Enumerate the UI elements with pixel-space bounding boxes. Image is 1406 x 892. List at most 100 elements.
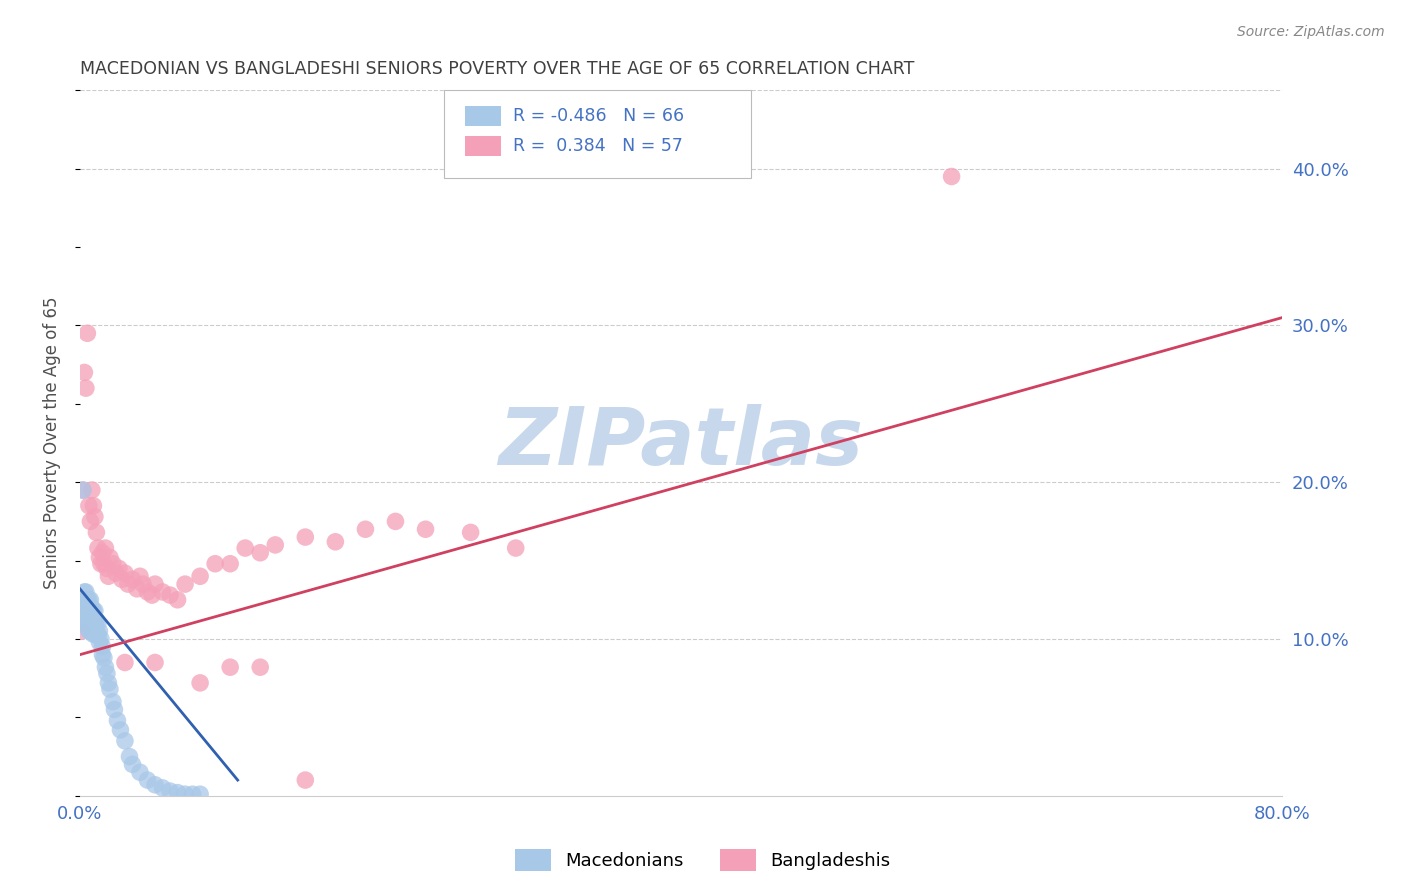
- Point: [87, 541, 110, 555]
- Point: [219, 660, 242, 674]
- Point: [89, 624, 111, 639]
- Point: [77, 616, 100, 631]
- Point: [114, 656, 136, 670]
- Text: Source: ZipAtlas.com: Source: ZipAtlas.com: [1237, 25, 1385, 39]
- Point: [159, 588, 181, 602]
- Point: [90, 557, 112, 571]
- Point: [75, 592, 97, 607]
- Point: [110, 723, 132, 737]
- Point: [80, 600, 103, 615]
- Point: [89, 550, 111, 565]
- Point: [174, 577, 197, 591]
- Point: [76, 608, 98, 623]
- Point: [80, 608, 103, 623]
- Point: [82, 627, 104, 641]
- Point: [83, 613, 105, 627]
- Point: [86, 525, 108, 540]
- Point: [91, 546, 114, 560]
- Point: [460, 525, 482, 540]
- Point: [354, 522, 377, 536]
- Point: [72, 483, 94, 497]
- Point: [97, 676, 120, 690]
- Point: [82, 604, 104, 618]
- Point: [82, 499, 104, 513]
- Point: [325, 534, 347, 549]
- Point: [159, 784, 181, 798]
- Point: [94, 660, 117, 674]
- Point: [77, 499, 100, 513]
- FancyBboxPatch shape: [464, 136, 501, 156]
- Point: [70, 616, 93, 631]
- Point: [136, 585, 159, 599]
- Point: [83, 604, 105, 618]
- Point: [107, 714, 129, 728]
- Point: [104, 566, 127, 581]
- Point: [72, 483, 94, 497]
- Point: [125, 582, 148, 596]
- Text: R = -0.486   N = 66: R = -0.486 N = 66: [513, 107, 683, 125]
- Point: [77, 608, 100, 623]
- Point: [87, 627, 110, 641]
- Point: [143, 778, 166, 792]
- Point: [83, 509, 105, 524]
- Point: [76, 616, 98, 631]
- Point: [97, 569, 120, 583]
- Point: [77, 592, 100, 607]
- Point: [83, 619, 105, 633]
- Point: [80, 483, 103, 497]
- Point: [82, 613, 104, 627]
- Point: [75, 608, 97, 623]
- Point: [152, 780, 174, 795]
- Point: [141, 588, 163, 602]
- Point: [188, 676, 211, 690]
- Point: [249, 546, 271, 560]
- Point: [249, 660, 271, 674]
- Point: [166, 592, 188, 607]
- Point: [77, 600, 100, 615]
- Point: [384, 515, 406, 529]
- Point: [294, 773, 316, 788]
- Text: R =  0.384   N = 57: R = 0.384 N = 57: [513, 137, 682, 155]
- Point: [98, 550, 121, 565]
- Point: [101, 695, 124, 709]
- Point: [73, 608, 96, 623]
- Point: [204, 557, 226, 571]
- Point: [93, 557, 115, 571]
- Point: [75, 585, 97, 599]
- Point: [73, 366, 96, 380]
- Point: [86, 624, 108, 639]
- Point: [79, 592, 101, 607]
- Point: [76, 592, 98, 607]
- Point: [174, 787, 197, 801]
- Point: [188, 787, 211, 801]
- Point: [73, 600, 96, 615]
- Point: [166, 786, 188, 800]
- Point: [79, 515, 101, 529]
- Point: [181, 787, 204, 801]
- Point: [72, 608, 94, 623]
- Point: [91, 648, 114, 662]
- Point: [941, 169, 963, 184]
- Point: [79, 624, 101, 639]
- Point: [143, 656, 166, 670]
- Point: [80, 624, 103, 639]
- Point: [91, 640, 114, 654]
- Point: [77, 624, 100, 639]
- Point: [75, 381, 97, 395]
- Point: [136, 773, 159, 788]
- Point: [93, 650, 115, 665]
- Point: [111, 573, 134, 587]
- Point: [90, 632, 112, 646]
- Point: [101, 557, 124, 571]
- Point: [96, 666, 118, 681]
- Point: [114, 566, 136, 581]
- Point: [79, 604, 101, 618]
- Point: [132, 577, 155, 591]
- Point: [129, 569, 152, 583]
- Point: [505, 541, 527, 555]
- Point: [121, 757, 143, 772]
- Point: [152, 585, 174, 599]
- Point: [219, 557, 242, 571]
- Point: [87, 616, 110, 631]
- Point: [264, 538, 287, 552]
